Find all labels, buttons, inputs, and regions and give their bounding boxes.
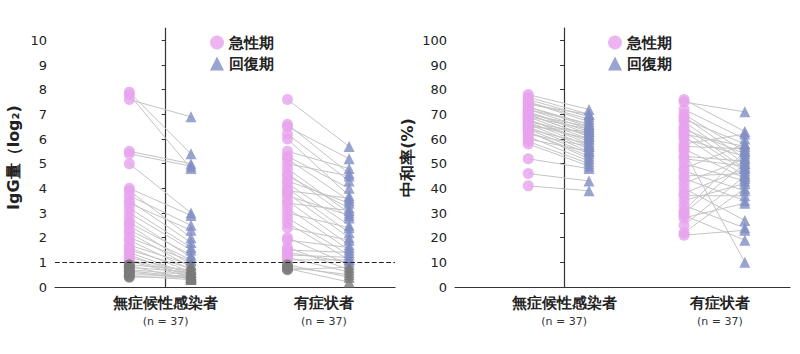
svg-text:10: 10 xyxy=(430,255,447,270)
svg-text:3: 3 xyxy=(39,206,47,221)
svg-text:7: 7 xyxy=(39,107,47,122)
svg-text:10: 10 xyxy=(30,33,47,48)
svg-text:30: 30 xyxy=(430,206,447,221)
svg-text:40: 40 xyxy=(430,181,447,196)
svg-text:60: 60 xyxy=(430,132,447,147)
svg-text:0: 0 xyxy=(39,280,47,295)
svg-text:1: 1 xyxy=(39,255,47,270)
svg-text:(n = 37): (n = 37) xyxy=(143,315,189,328)
svg-text:(n = 37): (n = 37) xyxy=(301,315,347,328)
svg-text:無症候性感染者: 無症候性感染者 xyxy=(511,294,617,312)
svg-text:急性期: 急性期 xyxy=(228,34,274,52)
svg-text:有症状者: 有症状者 xyxy=(689,294,750,312)
svg-text:5: 5 xyxy=(39,156,47,171)
svg-text:0: 0 xyxy=(439,280,447,295)
svg-text:急性期: 急性期 xyxy=(626,34,672,52)
svg-text:回復期: 回復期 xyxy=(627,55,672,73)
svg-text:有症状者: 有症状者 xyxy=(293,294,354,312)
svg-text:(n = 37): (n = 37) xyxy=(697,315,743,328)
svg-text:6: 6 xyxy=(39,132,47,147)
svg-text:IgG量（log₂): IgG量（log₂) xyxy=(4,105,23,210)
svg-text:中和率(%): 中和率(%) xyxy=(398,118,417,197)
svg-text:20: 20 xyxy=(430,230,447,245)
svg-text:2: 2 xyxy=(39,230,47,245)
svg-text:50: 50 xyxy=(430,156,447,171)
svg-text:100: 100 xyxy=(422,33,447,48)
svg-text:90: 90 xyxy=(430,58,447,73)
svg-text:回復期: 回復期 xyxy=(229,55,274,73)
svg-text:(n = 37): (n = 37) xyxy=(541,315,587,328)
svg-text:8: 8 xyxy=(39,82,47,97)
svg-text:9: 9 xyxy=(39,58,47,73)
svg-text:4: 4 xyxy=(39,181,47,196)
svg-text:70: 70 xyxy=(430,107,447,122)
svg-text:無症候性感染者: 無症候性感染者 xyxy=(112,294,218,312)
svg-text:80: 80 xyxy=(430,82,447,97)
